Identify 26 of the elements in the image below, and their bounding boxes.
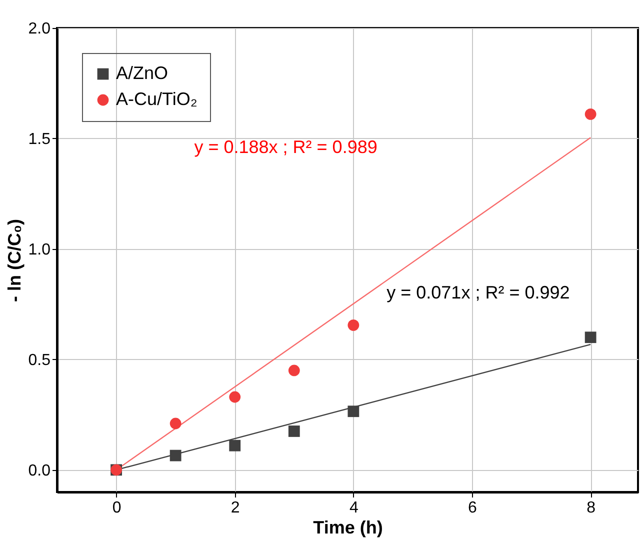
y-tick-label: 2.0 [28, 20, 51, 38]
y-tick-label: 1.5 [28, 130, 51, 148]
x-tick-label: 8 [586, 500, 596, 516]
point [288, 426, 300, 437]
x-tick-label: 2 [230, 500, 240, 516]
point [348, 319, 360, 331]
x-tick-label: 4 [349, 500, 358, 516]
point [584, 108, 596, 120]
x-tick-label: 6 [468, 500, 478, 516]
y-axis-title: - ln (C/C₀) [4, 218, 24, 302]
point [229, 391, 241, 403]
annotation: y = 0.188x ; R² = 0.989 [194, 136, 378, 157]
legend-label: A/ZnO [116, 63, 168, 83]
x-axis-title: Time (h) [313, 518, 383, 538]
point [229, 440, 241, 452]
point [170, 450, 182, 462]
point [348, 406, 360, 418]
x-tick-label: 0 [112, 500, 122, 516]
legend-label: A-Cu/TiO₂ [116, 89, 198, 109]
point [170, 418, 182, 430]
point [584, 332, 596, 344]
y-tick-label: 0.5 [28, 352, 51, 369]
y-tick-label: 1.0 [28, 241, 51, 258]
annotation: y = 0.071x ; R² = 0.992 [386, 282, 570, 303]
point [288, 364, 300, 376]
y-tick-label: 0.0 [28, 462, 51, 480]
